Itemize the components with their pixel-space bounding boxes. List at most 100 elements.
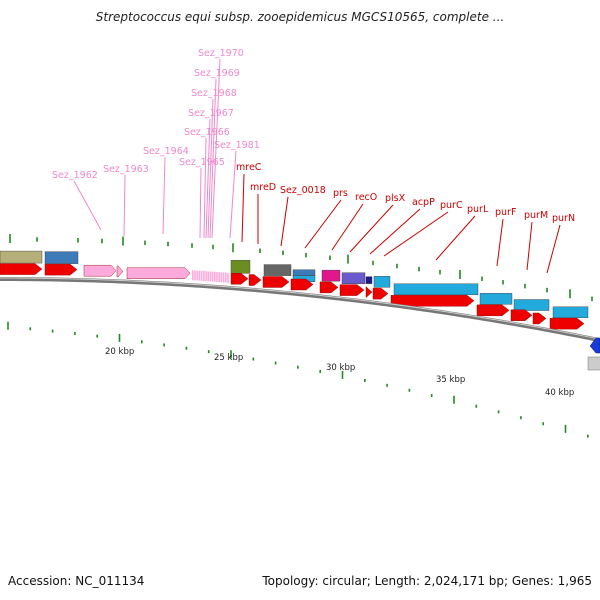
feature-box: [393, 283, 479, 296]
label-leader-line: [211, 58, 221, 239]
gene-label: Sez_0018: [280, 185, 326, 196]
feature-box: [513, 299, 550, 311]
gene-label: mreD: [250, 182, 276, 193]
scale-label: 40 kbp: [545, 388, 574, 398]
label-leader-line: [199, 167, 202, 239]
label-leader-line: [280, 196, 289, 247]
edge-gene-arrow: [589, 337, 600, 354]
gene-arrow: [0, 263, 43, 275]
rna-gene-tick: [198, 270, 201, 281]
gene-label: purN: [552, 213, 575, 224]
rna-gene-tick: [205, 271, 207, 282]
feature-box: [0, 250, 43, 264]
gene-track: [0, 263, 585, 330]
gene-label: Sez_1964: [143, 146, 189, 157]
feature-box: [44, 251, 79, 264]
label-leader-line: [73, 180, 102, 231]
edge-feature-box: [587, 356, 600, 371]
feature-box: [321, 269, 341, 282]
feature-box: [552, 306, 589, 319]
rna-gene-tick: [216, 271, 218, 282]
gene-label: Sez_1981: [214, 140, 260, 151]
rna-gene-tick: [203, 271, 205, 282]
label-leader-line: [331, 203, 364, 251]
rna-gene-tick: [194, 270, 196, 281]
gene-label: purC: [440, 200, 463, 211]
gene-arrow: [230, 273, 249, 285]
scale-labels: 20 kbp 25 kbp 30 kbp 35 kbp 40 kbp: [105, 347, 574, 398]
rna-gene-tick: [192, 270, 194, 281]
label-leader-line: [123, 174, 126, 237]
gene-label: Sez_1967: [188, 108, 234, 119]
rna-gene-tick: [225, 272, 227, 283]
scale-label: 35 kbp: [436, 375, 465, 385]
feature-box: [292, 269, 316, 276]
gene-arrow: [319, 281, 339, 294]
label-leader-line: [304, 199, 342, 249]
gene-arrow: [126, 267, 191, 279]
label-leader-line: [162, 156, 166, 235]
rna-gene-tick: [220, 272, 223, 283]
label-leader-line: [349, 204, 394, 253]
feature-box: [263, 264, 292, 276]
label-leader-line: [205, 118, 211, 239]
label-leader-line: [526, 221, 533, 271]
gene-label: Sez_1966: [184, 127, 230, 138]
genome-title: Streptococcus equi subsp. zooepidemicus …: [95, 10, 505, 24]
accession-text: Accession: NC_011134: [8, 574, 145, 588]
feature-box: [479, 293, 513, 305]
rna-gene-tick: [207, 271, 209, 282]
gene-label: Sez_1968: [191, 88, 237, 99]
rna-gene-tick: [214, 271, 216, 282]
gene-label: Sez_1962: [52, 170, 98, 181]
edge-features: [587, 337, 600, 371]
feature-box: [365, 276, 373, 284]
gene-arrow: [365, 286, 373, 299]
gene-arrow: [44, 263, 78, 276]
label-leader-line: [383, 211, 449, 257]
gene-label: Sez_1970: [198, 48, 244, 59]
label-leader-line: [496, 218, 504, 267]
gene-label: purL: [467, 204, 489, 215]
rna-gene-tick: [227, 272, 229, 283]
gene-arrow: [262, 276, 290, 288]
gene-label: Sez_1965: [179, 157, 225, 168]
rna-gene-tick: [196, 270, 198, 281]
gene-arrow: [372, 287, 389, 300]
label-leader-line: [435, 215, 476, 261]
label-leader-line: [203, 137, 207, 239]
label-leader-line: [241, 173, 245, 243]
gene-label: recO: [355, 192, 377, 203]
backbone-line: [0, 277, 600, 343]
gene-arrow: [476, 304, 510, 317]
lower-tick-track: [7, 321, 589, 438]
rna-gene-tick: [222, 272, 225, 283]
gene-label: mreC: [236, 162, 262, 173]
label-leader-line: [207, 98, 214, 239]
gene-label: purF: [495, 207, 516, 218]
genome-backbone: [0, 277, 600, 343]
rna-gene-tick: [200, 270, 203, 281]
backbone-highlight: [0, 277, 600, 340]
label-leader-line: [229, 150, 237, 239]
feature-box: [341, 272, 366, 284]
gene-arrow: [290, 278, 314, 291]
gene-label: Sez_1963: [103, 164, 149, 175]
label-leader-line: [209, 78, 217, 239]
gene-arrow: [248, 274, 262, 286]
gene-arrow: [549, 317, 585, 330]
upper-feature-track: [0, 250, 589, 319]
rna-gene-tick: [209, 271, 212, 282]
scale-label: 20 kbp: [105, 347, 134, 357]
tick-marks: [9, 234, 593, 302]
gene-arrow: [83, 265, 117, 277]
rna-gene-tick: [218, 272, 220, 283]
label-leader-line: [369, 208, 421, 255]
rna-gene-tick: [211, 271, 214, 282]
feature-box: [230, 260, 251, 274]
gene-label: Sez_1969: [194, 68, 240, 79]
gene-arrow: [339, 284, 365, 296]
